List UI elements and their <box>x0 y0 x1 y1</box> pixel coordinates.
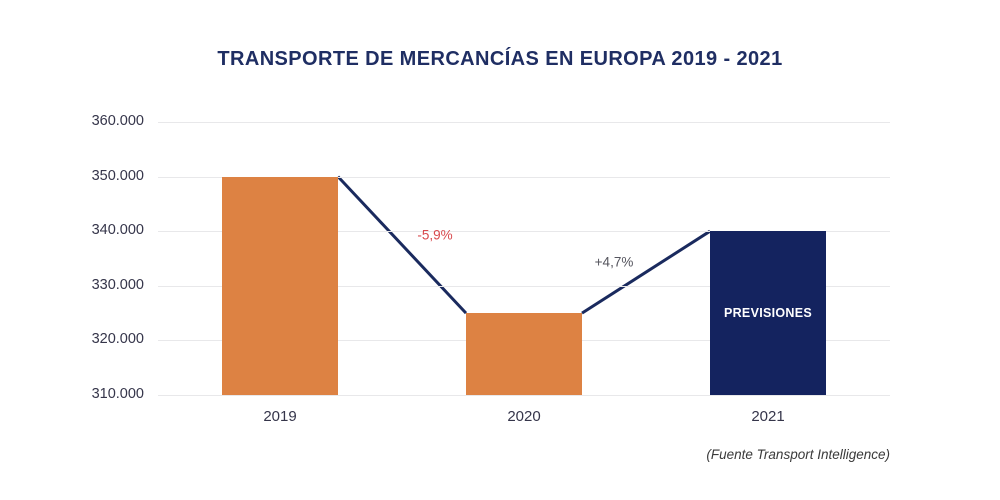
gridline <box>158 395 890 396</box>
plot-area: PREVISIONES -5,9% +4,7% <box>158 122 890 396</box>
source-note: (Fuente Transport Intelligence) <box>706 447 890 462</box>
bar-2019 <box>222 176 338 395</box>
x-axis-tick-label: 2020 <box>507 408 541 425</box>
y-axis-tick-label: 320.000 <box>91 331 144 348</box>
bar-inner-label: PREVISIONES <box>723 306 813 321</box>
y-axis-tick-label: 340.000 <box>91 222 144 239</box>
chart-title: TRANSPORTE DE MERCANCÍAS EN EUROPA 2019 … <box>217 48 783 70</box>
y-axis-tick-label: 330.000 <box>91 276 144 293</box>
percent-change-label: +4,7% <box>594 254 634 270</box>
y-axis-tick-label: 310.000 <box>91 386 144 402</box>
gridline <box>158 176 890 178</box>
trend-line-layer <box>336 175 711 315</box>
gridline <box>158 231 890 233</box>
y-axis-tick-label: 350.000 <box>91 167 144 184</box>
trend-line-segment <box>581 229 711 315</box>
bar-2021: PREVISIONES <box>710 231 826 395</box>
x-axis-tick-label: 2019 <box>263 408 297 425</box>
trend-line-segment <box>336 175 468 315</box>
gridline <box>158 122 890 123</box>
percent-change-label: -5,9% <box>417 227 453 243</box>
gridline <box>158 285 890 287</box>
bar-2020 <box>466 313 582 395</box>
y-axis-tick-label: 360.000 <box>91 113 144 129</box>
x-axis-tick-label: 2021 <box>751 408 785 425</box>
